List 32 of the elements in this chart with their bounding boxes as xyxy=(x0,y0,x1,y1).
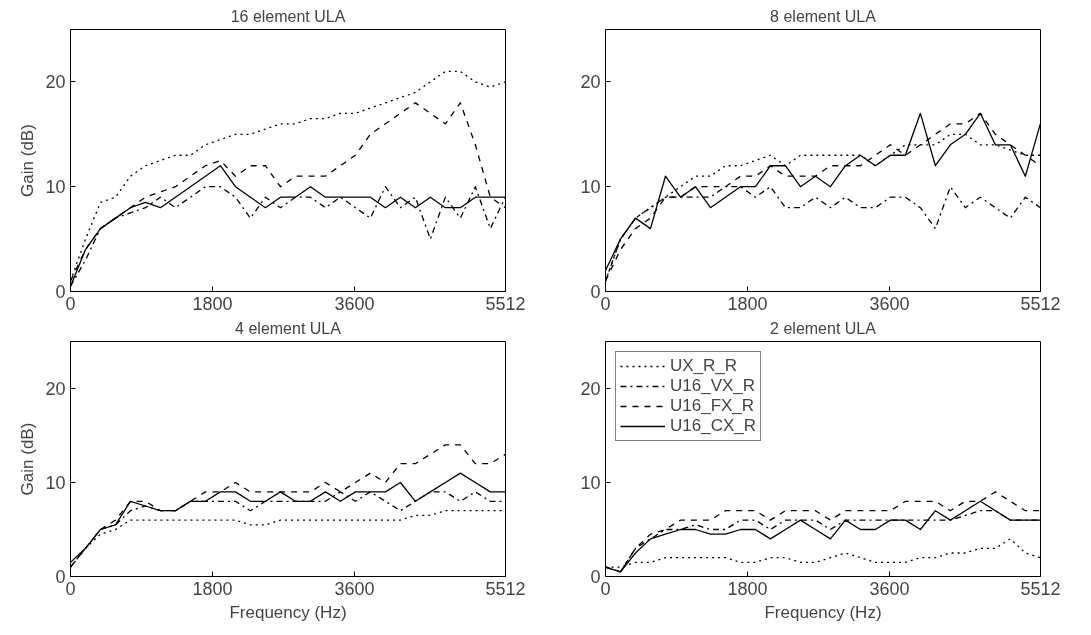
x-tick-label: 5512 xyxy=(1020,293,1061,314)
y-axis-title: Gain (dB) xyxy=(18,124,38,197)
y-tick-label: 20 xyxy=(45,72,66,93)
x-tick-label: 1800 xyxy=(727,293,768,314)
y-tick-label: 10 xyxy=(580,473,601,493)
x-tick-label: 3600 xyxy=(869,578,910,599)
x-tick-label: 3600 xyxy=(869,293,910,314)
x-tick-label: 3600 xyxy=(334,293,375,314)
y-axis-title: Gain (dB) xyxy=(18,422,38,496)
legend-label: U16_CX_R xyxy=(670,416,756,436)
legend-label: UX_R_R xyxy=(670,356,738,376)
chart-title: 16 element ULA xyxy=(230,7,346,25)
legend-label: U16_VX_R xyxy=(670,376,756,396)
x-tick-label: 5512 xyxy=(485,578,526,599)
x-tick-label: 3600 xyxy=(334,578,375,599)
y-tick-label: 10 xyxy=(45,177,66,198)
chart-title: 2 element ULA xyxy=(770,319,877,337)
y-tick-label: 10 xyxy=(45,473,66,493)
y-tick-label: 10 xyxy=(580,177,601,198)
x-tick-label: 1800 xyxy=(192,293,233,314)
y-tick-label: 20 xyxy=(580,379,601,399)
y-tick-label: 20 xyxy=(45,379,66,399)
x-tick-label: 5512 xyxy=(1020,578,1061,599)
chart-title: 8 element ULA xyxy=(770,7,877,25)
x-axis-title: Frequency (Hz) xyxy=(229,602,347,622)
x-axis-title: Frequency (Hz) xyxy=(764,602,882,622)
x-tick-label: 1800 xyxy=(192,578,233,599)
x-tick-label: 5512 xyxy=(485,293,526,314)
legend-label: U16_FX_R xyxy=(670,396,755,416)
x-tick-label: 1800 xyxy=(727,578,768,599)
y-tick-label: 20 xyxy=(580,72,601,93)
chart-title: 4 element ULA xyxy=(235,319,342,337)
